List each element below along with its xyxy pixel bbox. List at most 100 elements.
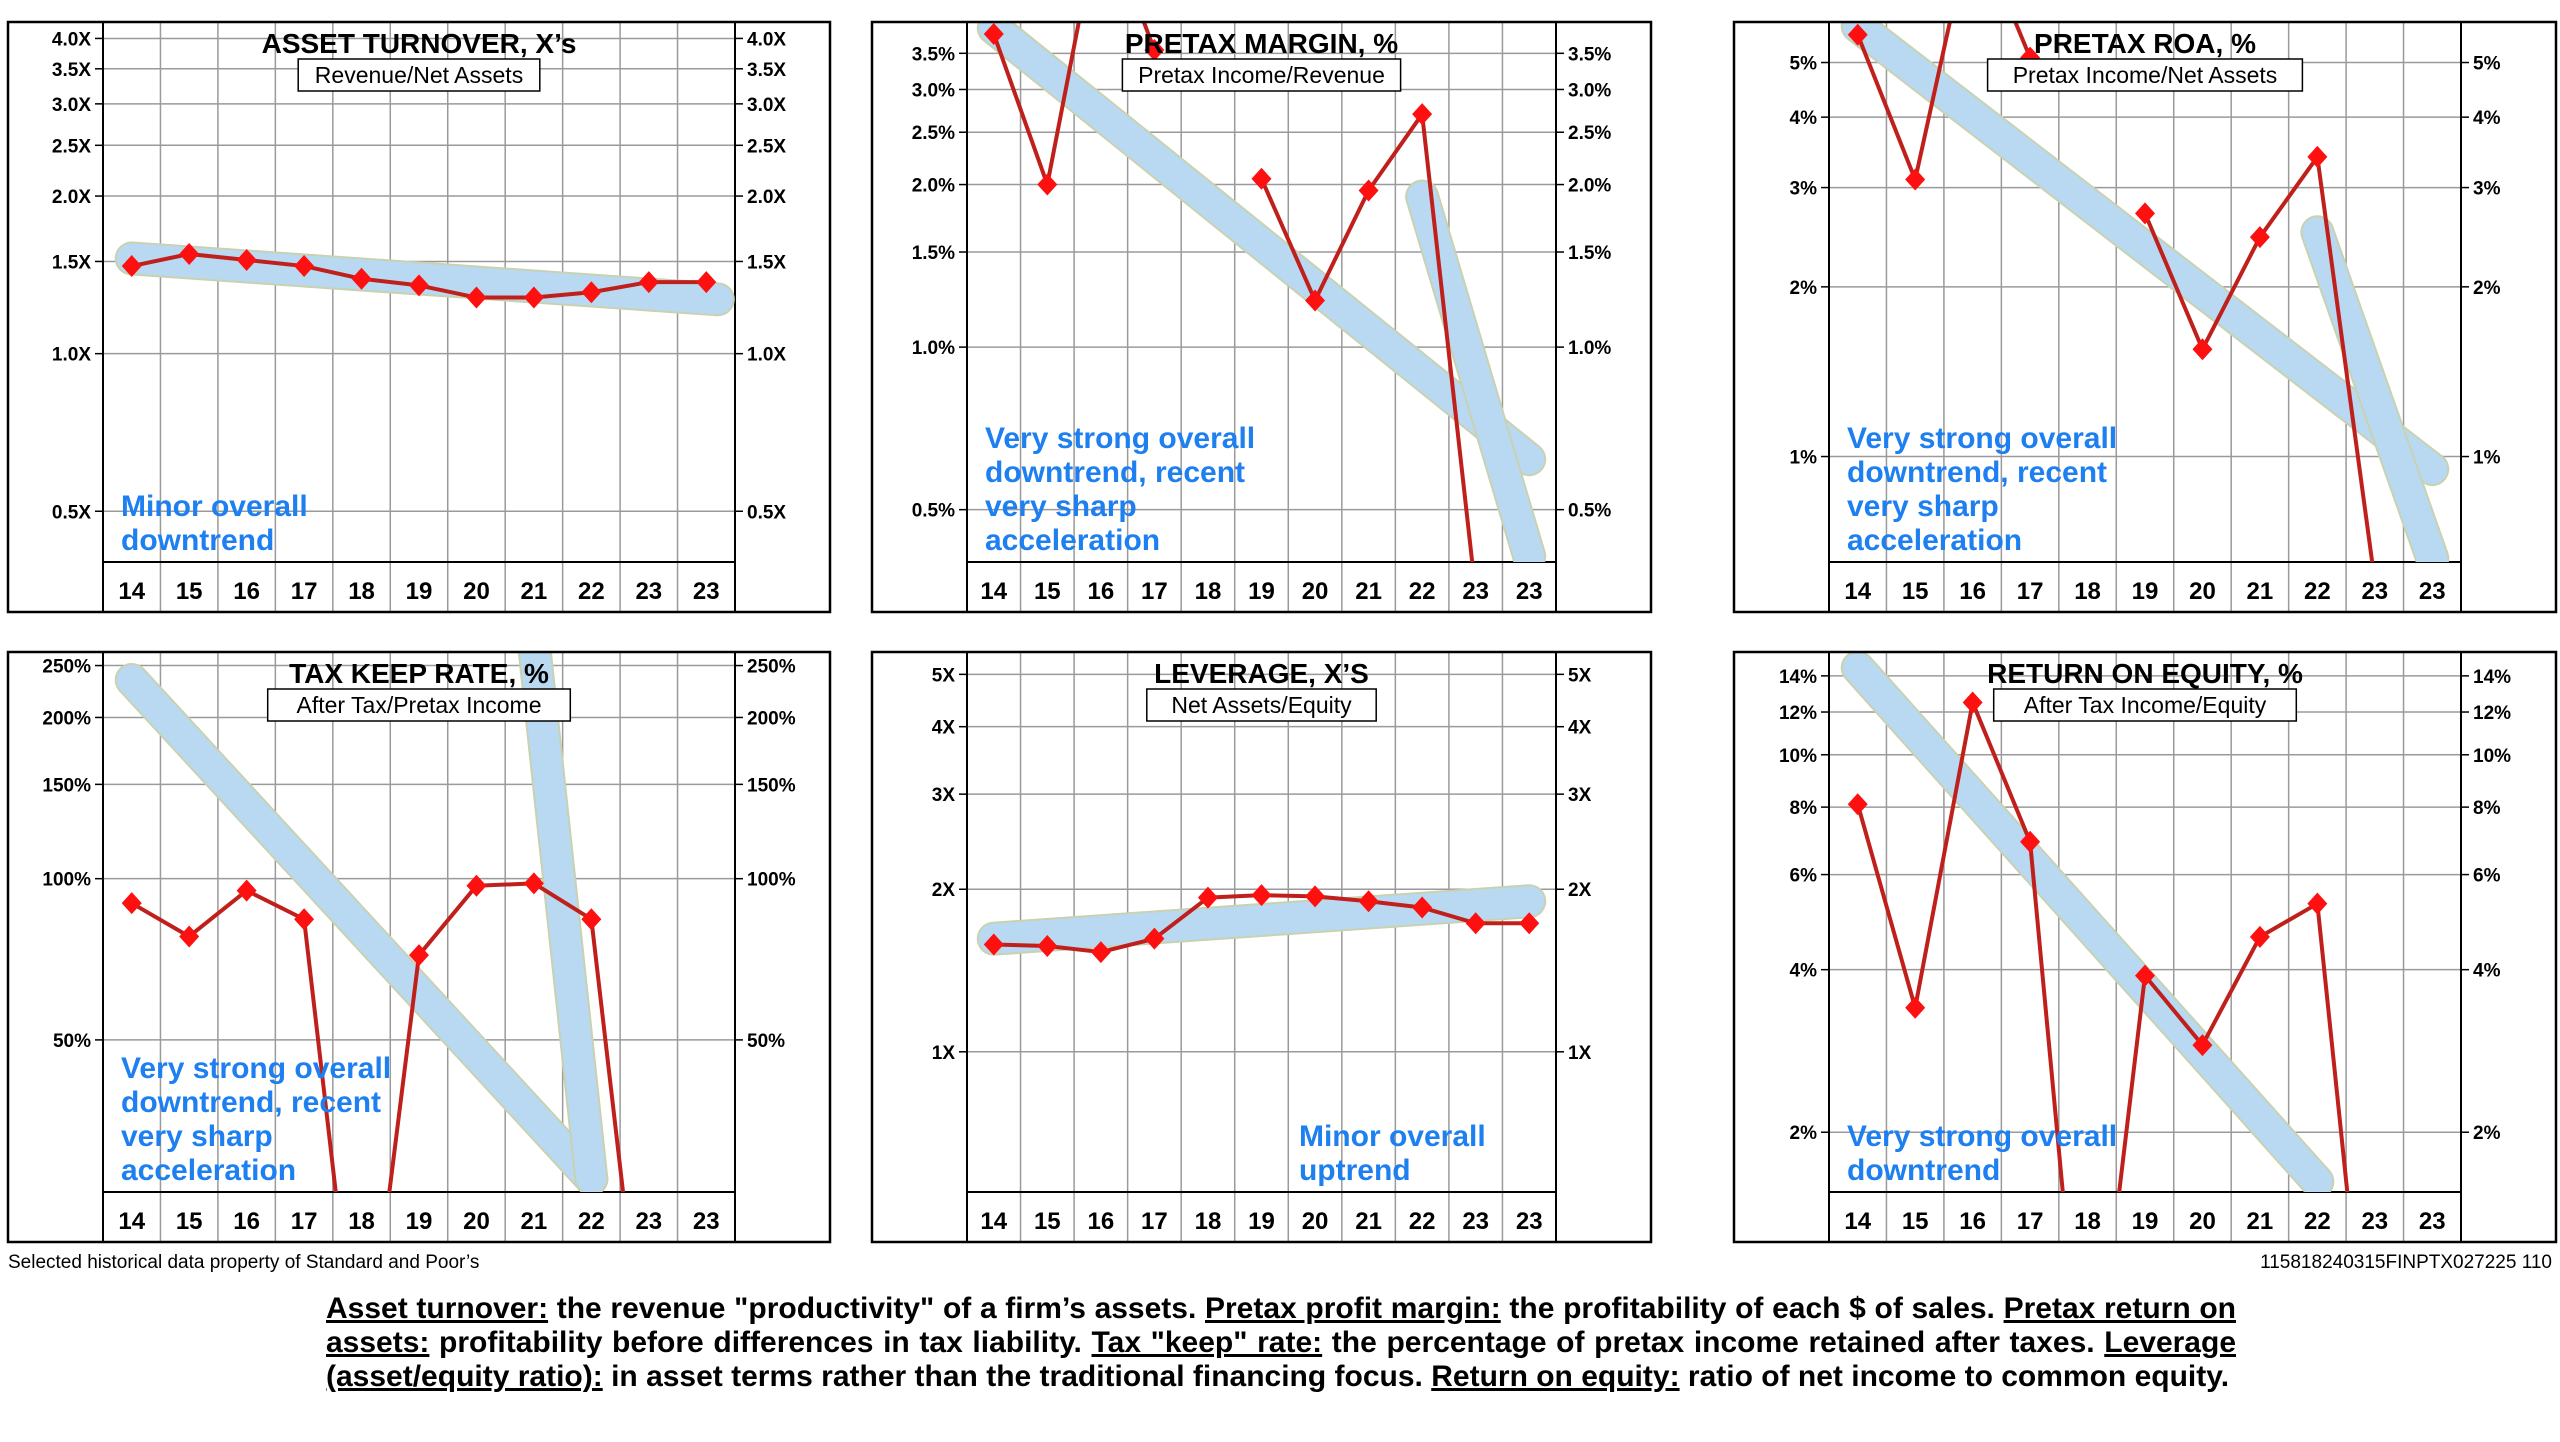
y-tick-label-left: 3X — [932, 785, 956, 806]
x-tick-label: 23 — [1462, 1208, 1489, 1235]
chart-code: 115818240315FINPTX027225 110 — [2260, 1252, 2552, 1273]
series-line-segment — [2028, 841, 2065, 1192]
chart-annotation: Very strong overall — [121, 1052, 391, 1085]
x-tick-label: 15 — [1034, 578, 1061, 605]
y-tick-label-right: 2% — [2473, 278, 2501, 299]
x-tick-label: 19 — [1248, 1208, 1275, 1235]
y-tick-label-right: 1.0X — [747, 345, 786, 366]
x-tick-label: 19 — [2132, 1208, 2159, 1235]
x-tick-label: 16 — [1959, 578, 1986, 605]
data-point — [179, 243, 200, 266]
y-tick-label-left: 2% — [1790, 278, 1818, 299]
x-tick-label: 20 — [2189, 578, 2216, 605]
series-line-segment — [1913, 22, 1952, 180]
x-tick-label: 15 — [1902, 1208, 1929, 1235]
chart-title: PRETAX ROA, % — [2034, 28, 2256, 59]
chart-panel: 50% 50% 100% 100% 150% 150% 200% 200% 250% 250% 14… — [6, 650, 832, 1244]
y-tick-label-left: 2.0% — [912, 176, 955, 197]
y-tick-label-left: 2.5X — [52, 136, 91, 157]
x-tick-label: 21 — [521, 1208, 548, 1235]
x-tick-label: 14 — [980, 578, 1007, 605]
y-tick-label-right: 2.5% — [1568, 123, 1611, 144]
series-line-segment — [1366, 113, 1424, 192]
x-tick-label: 22 — [578, 1208, 605, 1235]
x-tick-label: 23 — [2361, 578, 2388, 605]
x-tick-label: 14 — [118, 578, 145, 605]
series-line-segment — [2258, 155, 2319, 239]
chart-annotation: very sharp — [1847, 490, 1999, 523]
chart-annotation: Very strong overall — [1847, 422, 2117, 455]
x-tick-label: 20 — [2189, 1208, 2216, 1235]
series-line-segment — [2143, 212, 2205, 351]
data-point — [2135, 202, 2155, 225]
data-point — [409, 274, 429, 297]
definition-term: Pretax profit margin: — [1205, 1292, 1501, 1325]
data-point — [581, 908, 602, 931]
x-tick-label: 18 — [2074, 1208, 2101, 1235]
definition-text: ratio of net income to common equity. — [1679, 1360, 2230, 1393]
x-tick-label: 23 — [635, 1208, 662, 1235]
series-line-segment — [1420, 113, 1475, 562]
y-tick-label-left: 1X — [932, 1043, 956, 1064]
series-line-segment — [1100, 936, 1155, 955]
x-tick-label: 18 — [348, 1208, 375, 1235]
series-line-segment — [2315, 156, 2375, 562]
series-line-segment — [130, 901, 191, 939]
y-tick-label-right: 1% — [2473, 448, 2501, 469]
data-point — [2307, 145, 2328, 168]
data-point — [983, 23, 1004, 46]
y-tick-label-right: 1.5X — [747, 252, 786, 273]
chart-subtitle: Pretax Income/Revenue — [1138, 62, 1385, 88]
y-tick-label-left: 4% — [1790, 108, 1818, 129]
series-line-segment — [1313, 189, 1371, 302]
y-tick-label-left: 0.5X — [52, 502, 91, 523]
data-point — [1905, 996, 1926, 1019]
trend-band — [978, 22, 1545, 475]
x-tick-label: 19 — [406, 1208, 433, 1235]
x-tick-label: 23 — [2419, 1208, 2446, 1235]
x-tick-label: 22 — [2304, 1208, 2331, 1235]
y-tick-label-left: 2.5% — [912, 123, 955, 144]
y-tick-label-right: 3.5% — [1568, 44, 1611, 65]
chart-frame — [1732, 650, 2558, 1244]
chart-annotation: acceleration — [121, 1154, 296, 1187]
x-tick-label: 20 — [1302, 578, 1329, 605]
y-tick-label-left: 1.5X — [52, 252, 91, 273]
series-line-segment — [533, 290, 592, 300]
y-tick-label-right: 1.0% — [1568, 338, 1611, 359]
series-line-segment — [131, 252, 190, 269]
series-line-segment — [1141, 22, 1157, 51]
y-tick-label-left: 1.0X — [52, 345, 91, 366]
definition-text: the percentage of pretax income retained… — [1322, 1326, 2105, 1359]
x-tick-label: 18 — [2074, 578, 2101, 605]
plot-area — [114, 241, 735, 317]
subtitle-box — [1121, 58, 1402, 92]
series-line-segment — [387, 954, 421, 1192]
x-tick-label: 16 — [1959, 1208, 1986, 1235]
chart-annotation: acceleration — [1847, 524, 2022, 557]
series-line-segment — [1855, 34, 1918, 181]
chart-annotation: downtrend — [121, 524, 274, 557]
x-tick-label: 14 — [1844, 1208, 1871, 1235]
x-tick-label: 19 — [406, 578, 433, 605]
chart-annotation: downtrend, recent — [1847, 456, 2107, 489]
series-line-segment — [2143, 974, 2204, 1047]
chart-panel: 1% 1% 2% 2% 3% 3% 4% 4% 5% 5% 14 15 16 17 18 19 20 21 22 23… — [1732, 20, 2558, 614]
series-line-segment — [1045, 22, 1081, 185]
chart-title: PRETAX MARGIN, % — [1125, 28, 1398, 59]
y-tick-label-left: 8% — [1790, 798, 1818, 819]
definition-text: profitability before differences in tax … — [429, 1326, 1092, 1359]
data-point — [466, 874, 487, 897]
x-tick-label: 20 — [463, 578, 490, 605]
data-point — [1358, 890, 1379, 913]
x-tick-label: 22 — [1409, 578, 1436, 605]
data-point — [466, 286, 487, 309]
y-tick-label-right: 250% — [747, 657, 796, 678]
data-point — [294, 908, 315, 931]
x-tick-label: 14 — [118, 1208, 145, 1235]
data-point — [1847, 23, 1868, 46]
series-line-segment — [589, 919, 626, 1192]
y-tick-label-right: 14% — [2473, 667, 2511, 688]
x-tick-label: 21 — [521, 578, 548, 605]
x-tick-label: 23 — [1516, 578, 1543, 605]
